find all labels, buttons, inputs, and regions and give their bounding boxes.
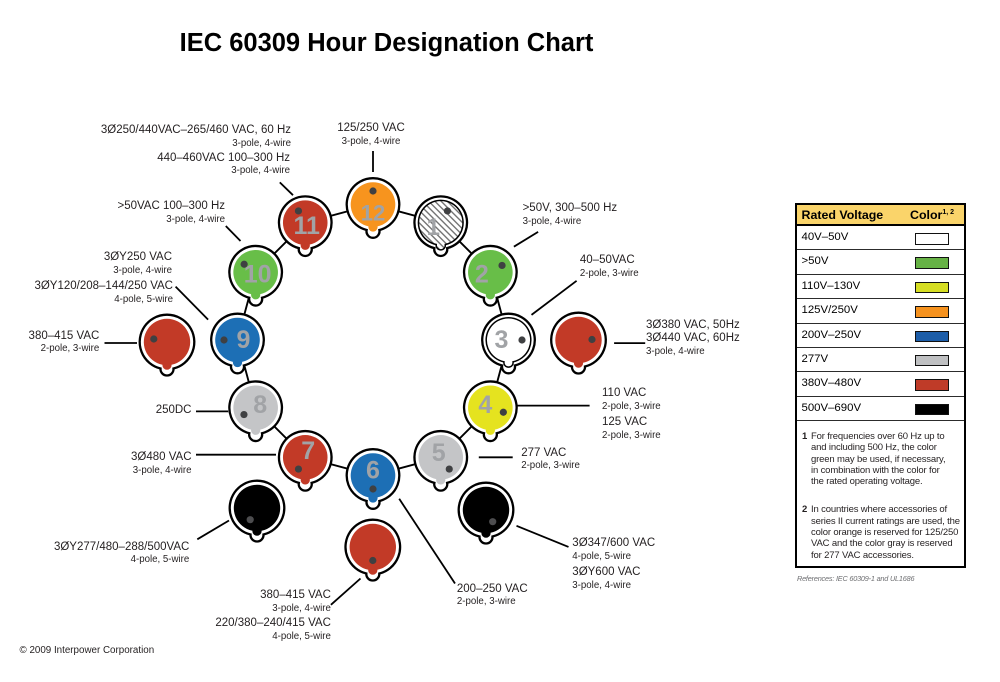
svg-text:9: 9 <box>237 326 251 354</box>
svg-text:3: 3 <box>495 326 509 354</box>
svg-text:6: 6 <box>366 457 380 485</box>
svg-text:2: 2 <box>475 260 489 288</box>
svg-text:7: 7 <box>301 437 315 465</box>
svg-text:10: 10 <box>244 260 272 288</box>
svg-text:8: 8 <box>253 391 267 419</box>
svg-text:11: 11 <box>294 212 321 240</box>
svg-text:5: 5 <box>432 439 446 467</box>
svg-text:1: 1 <box>427 214 440 241</box>
svg-text:4: 4 <box>478 391 492 419</box>
svg-text:12: 12 <box>361 201 385 226</box>
